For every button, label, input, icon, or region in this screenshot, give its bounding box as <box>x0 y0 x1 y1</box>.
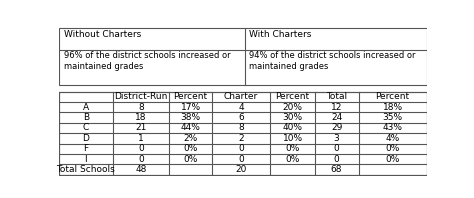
Text: 94% of the district schools increased or
maintained grades: 94% of the district schools increased or… <box>249 51 416 71</box>
Text: 0%: 0% <box>285 155 300 164</box>
Bar <box>59 92 427 175</box>
Text: 2: 2 <box>238 134 244 143</box>
Text: 44%: 44% <box>181 124 201 132</box>
Text: F: F <box>83 144 89 153</box>
Text: 0%: 0% <box>183 155 198 164</box>
Text: With Charters: With Charters <box>249 30 311 39</box>
Text: 10%: 10% <box>283 134 302 143</box>
Text: Total Schools: Total Schools <box>56 165 115 174</box>
Text: 0%: 0% <box>385 155 400 164</box>
Text: 30%: 30% <box>283 113 302 122</box>
Text: 18: 18 <box>135 113 147 122</box>
Text: 20%: 20% <box>283 103 302 112</box>
Text: C: C <box>83 124 89 132</box>
Text: 18%: 18% <box>383 103 403 112</box>
Text: 24: 24 <box>331 113 342 122</box>
Text: 17%: 17% <box>181 103 201 112</box>
Text: 2%: 2% <box>183 134 198 143</box>
Text: 4: 4 <box>238 103 244 112</box>
Text: 0%: 0% <box>385 144 400 153</box>
Text: 6: 6 <box>238 113 244 122</box>
Text: Percent: Percent <box>375 92 410 101</box>
Text: 48: 48 <box>135 165 146 174</box>
Bar <box>59 28 427 85</box>
Text: 29: 29 <box>331 124 342 132</box>
Text: 38%: 38% <box>181 113 201 122</box>
Text: District-Run: District-Run <box>114 92 168 101</box>
Text: 8: 8 <box>138 103 144 112</box>
Text: Percent: Percent <box>275 92 310 101</box>
Text: 0: 0 <box>138 144 144 153</box>
Text: 0%: 0% <box>183 144 198 153</box>
Text: 35%: 35% <box>383 113 403 122</box>
Text: 96% of the district schools increased or
maintained grades: 96% of the district schools increased or… <box>64 51 230 71</box>
Text: Without Charters: Without Charters <box>64 30 141 39</box>
Text: I: I <box>84 155 87 164</box>
Text: 40%: 40% <box>283 124 302 132</box>
Text: 8: 8 <box>238 124 244 132</box>
Text: B: B <box>83 113 89 122</box>
Text: 1: 1 <box>138 134 144 143</box>
Text: 0: 0 <box>138 155 144 164</box>
Text: 20: 20 <box>236 165 247 174</box>
Text: 0%: 0% <box>285 144 300 153</box>
Text: 4%: 4% <box>385 134 400 143</box>
Text: 68: 68 <box>331 165 342 174</box>
Text: 21: 21 <box>135 124 146 132</box>
Text: Percent: Percent <box>173 92 208 101</box>
Text: 0: 0 <box>238 144 244 153</box>
Text: Charter: Charter <box>224 92 258 101</box>
Text: Total: Total <box>326 92 347 101</box>
Text: 12: 12 <box>331 103 342 112</box>
Text: 43%: 43% <box>383 124 402 132</box>
Text: 0: 0 <box>334 144 339 153</box>
Text: 3: 3 <box>334 134 339 143</box>
Text: A: A <box>83 103 89 112</box>
Text: 0: 0 <box>334 155 339 164</box>
Text: D: D <box>82 134 89 143</box>
Text: 0: 0 <box>238 155 244 164</box>
